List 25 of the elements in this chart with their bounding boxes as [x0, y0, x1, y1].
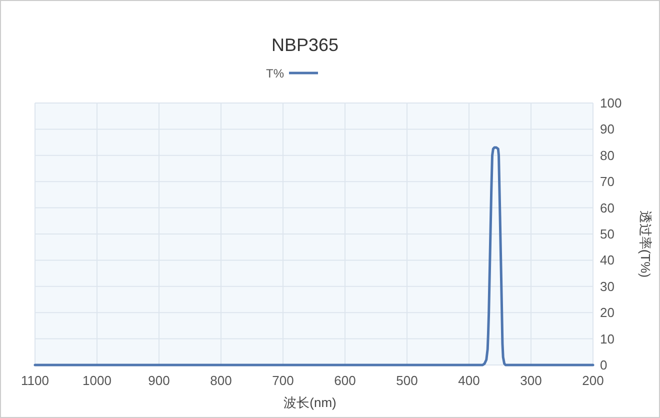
- x-tick-label: 1000: [82, 373, 112, 388]
- y-tick-label: 80: [600, 148, 614, 163]
- x-tick-label: 1100: [21, 373, 49, 388]
- x-tick-label: 400: [458, 373, 480, 388]
- y-tick-label: 30: [600, 278, 614, 294]
- y-tick-label: 60: [600, 200, 614, 216]
- x-tick-label: 800: [210, 373, 232, 388]
- y-tick-label: 90: [600, 122, 614, 137]
- chart-title: NBP365: [271, 35, 339, 55]
- x-tick-label: 900: [148, 373, 170, 388]
- x-tick-label: 600: [334, 373, 356, 388]
- y-tick-label: 100: [600, 96, 622, 110]
- y-tick-label: 10: [600, 331, 614, 346]
- y-tick-label: 50: [600, 226, 614, 242]
- x-tick-label: 500: [396, 373, 418, 388]
- x-tick-label: 200: [582, 373, 604, 388]
- y-tick-label: 70: [600, 174, 614, 190]
- y-tick-label: 40: [600, 252, 614, 268]
- y-tick-label: 20: [600, 305, 614, 320]
- x-tick-label: 300: [520, 373, 542, 388]
- legend-label: T%: [266, 66, 284, 80]
- y-tick-label: 0: [600, 358, 608, 372]
- y-axis-title: 透过率(T%): [638, 210, 653, 278]
- x-tick-label: 700: [272, 373, 294, 388]
- x-axis-title: 波长(nm): [284, 395, 336, 410]
